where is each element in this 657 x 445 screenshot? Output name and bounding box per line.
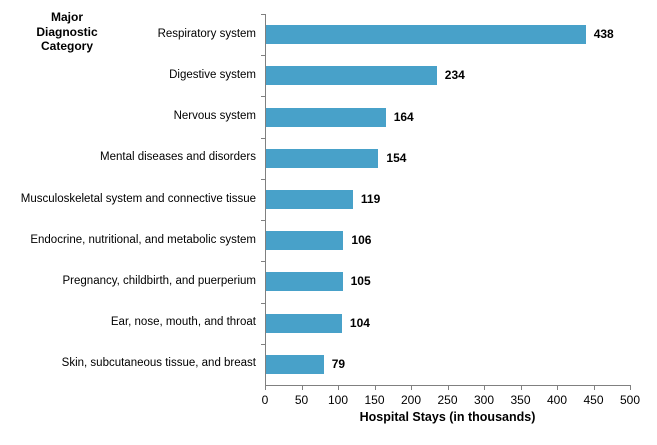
x-axis-tick [593, 386, 595, 390]
y-axis-tick [261, 220, 265, 222]
data-label: 119 [360, 192, 381, 206]
data-label: 105 [350, 274, 371, 289]
data-label: 154 [386, 150, 407, 165]
category-label: Respiratory system [157, 27, 256, 40]
category-label: Nervous system [173, 110, 256, 123]
x-axis-tick [520, 386, 522, 390]
y-axis-tick [261, 261, 265, 263]
bar [266, 190, 353, 209]
x-axis-tick [374, 386, 376, 390]
data-label: 79 [331, 356, 346, 371]
plot-area [265, 14, 631, 386]
x-axis-tick [265, 386, 266, 390]
bar [266, 313, 342, 333]
category-label: Mental diseases and disorders [100, 151, 256, 164]
y-axis-tick [261, 96, 265, 98]
category-label: Pregnancy, childbirth, and puerperium [62, 274, 256, 287]
bar [266, 25, 586, 45]
y-axis-tick [261, 178, 265, 180]
x-axis-tick-label: 250 [437, 393, 458, 407]
data-label: 438 [593, 27, 614, 42]
bar [266, 107, 386, 127]
x-axis-tick-label: 100 [327, 393, 349, 407]
x-axis-tick-label: 500 [619, 393, 641, 407]
bar [266, 66, 437, 86]
x-axis-tick [301, 386, 303, 390]
data-label: 106 [351, 233, 372, 248]
y-axis-tick [261, 343, 265, 345]
x-axis-tick-label: 350 [510, 393, 531, 407]
category-label: Ear, nose, mouth, and throat [110, 316, 256, 329]
category-label: Skin, subcutaneous tissue, and breast [61, 357, 256, 370]
x-axis-tick-label: 200 [400, 393, 422, 407]
category-label: Endocrine, nutritional, and metabolic sy… [30, 233, 256, 246]
x-axis-tick [338, 386, 339, 390]
category-label: Digestive system [169, 68, 256, 81]
x-axis-tick-label: 300 [473, 393, 495, 407]
bar [266, 354, 324, 374]
category-axis-title: Major Diagnostic Category [36, 10, 98, 54]
y-axis-tick [261, 55, 265, 57]
data-label: 104 [349, 315, 370, 330]
x-axis-tick-label: 50 [294, 393, 309, 407]
x-axis-tick [447, 386, 449, 390]
y-axis-tick [261, 137, 265, 139]
x-axis-tick-label: 150 [364, 393, 385, 407]
bar [266, 231, 344, 251]
x-axis-tick [484, 386, 485, 390]
category-label: Musculoskeletal system and connective ti… [20, 192, 256, 205]
y-axis-tick [261, 14, 265, 15]
x-axis-tick [630, 386, 631, 390]
bar [266, 148, 379, 168]
x-axis-title: Hospital Stays (in thousands) [359, 410, 536, 424]
x-axis-tick [411, 386, 412, 390]
x-axis-tick-label: 0 [261, 393, 269, 407]
data-label: 234 [444, 68, 465, 83]
x-axis-tick-label: 400 [546, 393, 568, 407]
x-axis-tick [557, 386, 558, 390]
bar [266, 272, 343, 292]
data-label: 164 [393, 109, 414, 124]
x-axis-tick-label: 450 [583, 393, 604, 407]
y-axis-tick [261, 302, 265, 304]
